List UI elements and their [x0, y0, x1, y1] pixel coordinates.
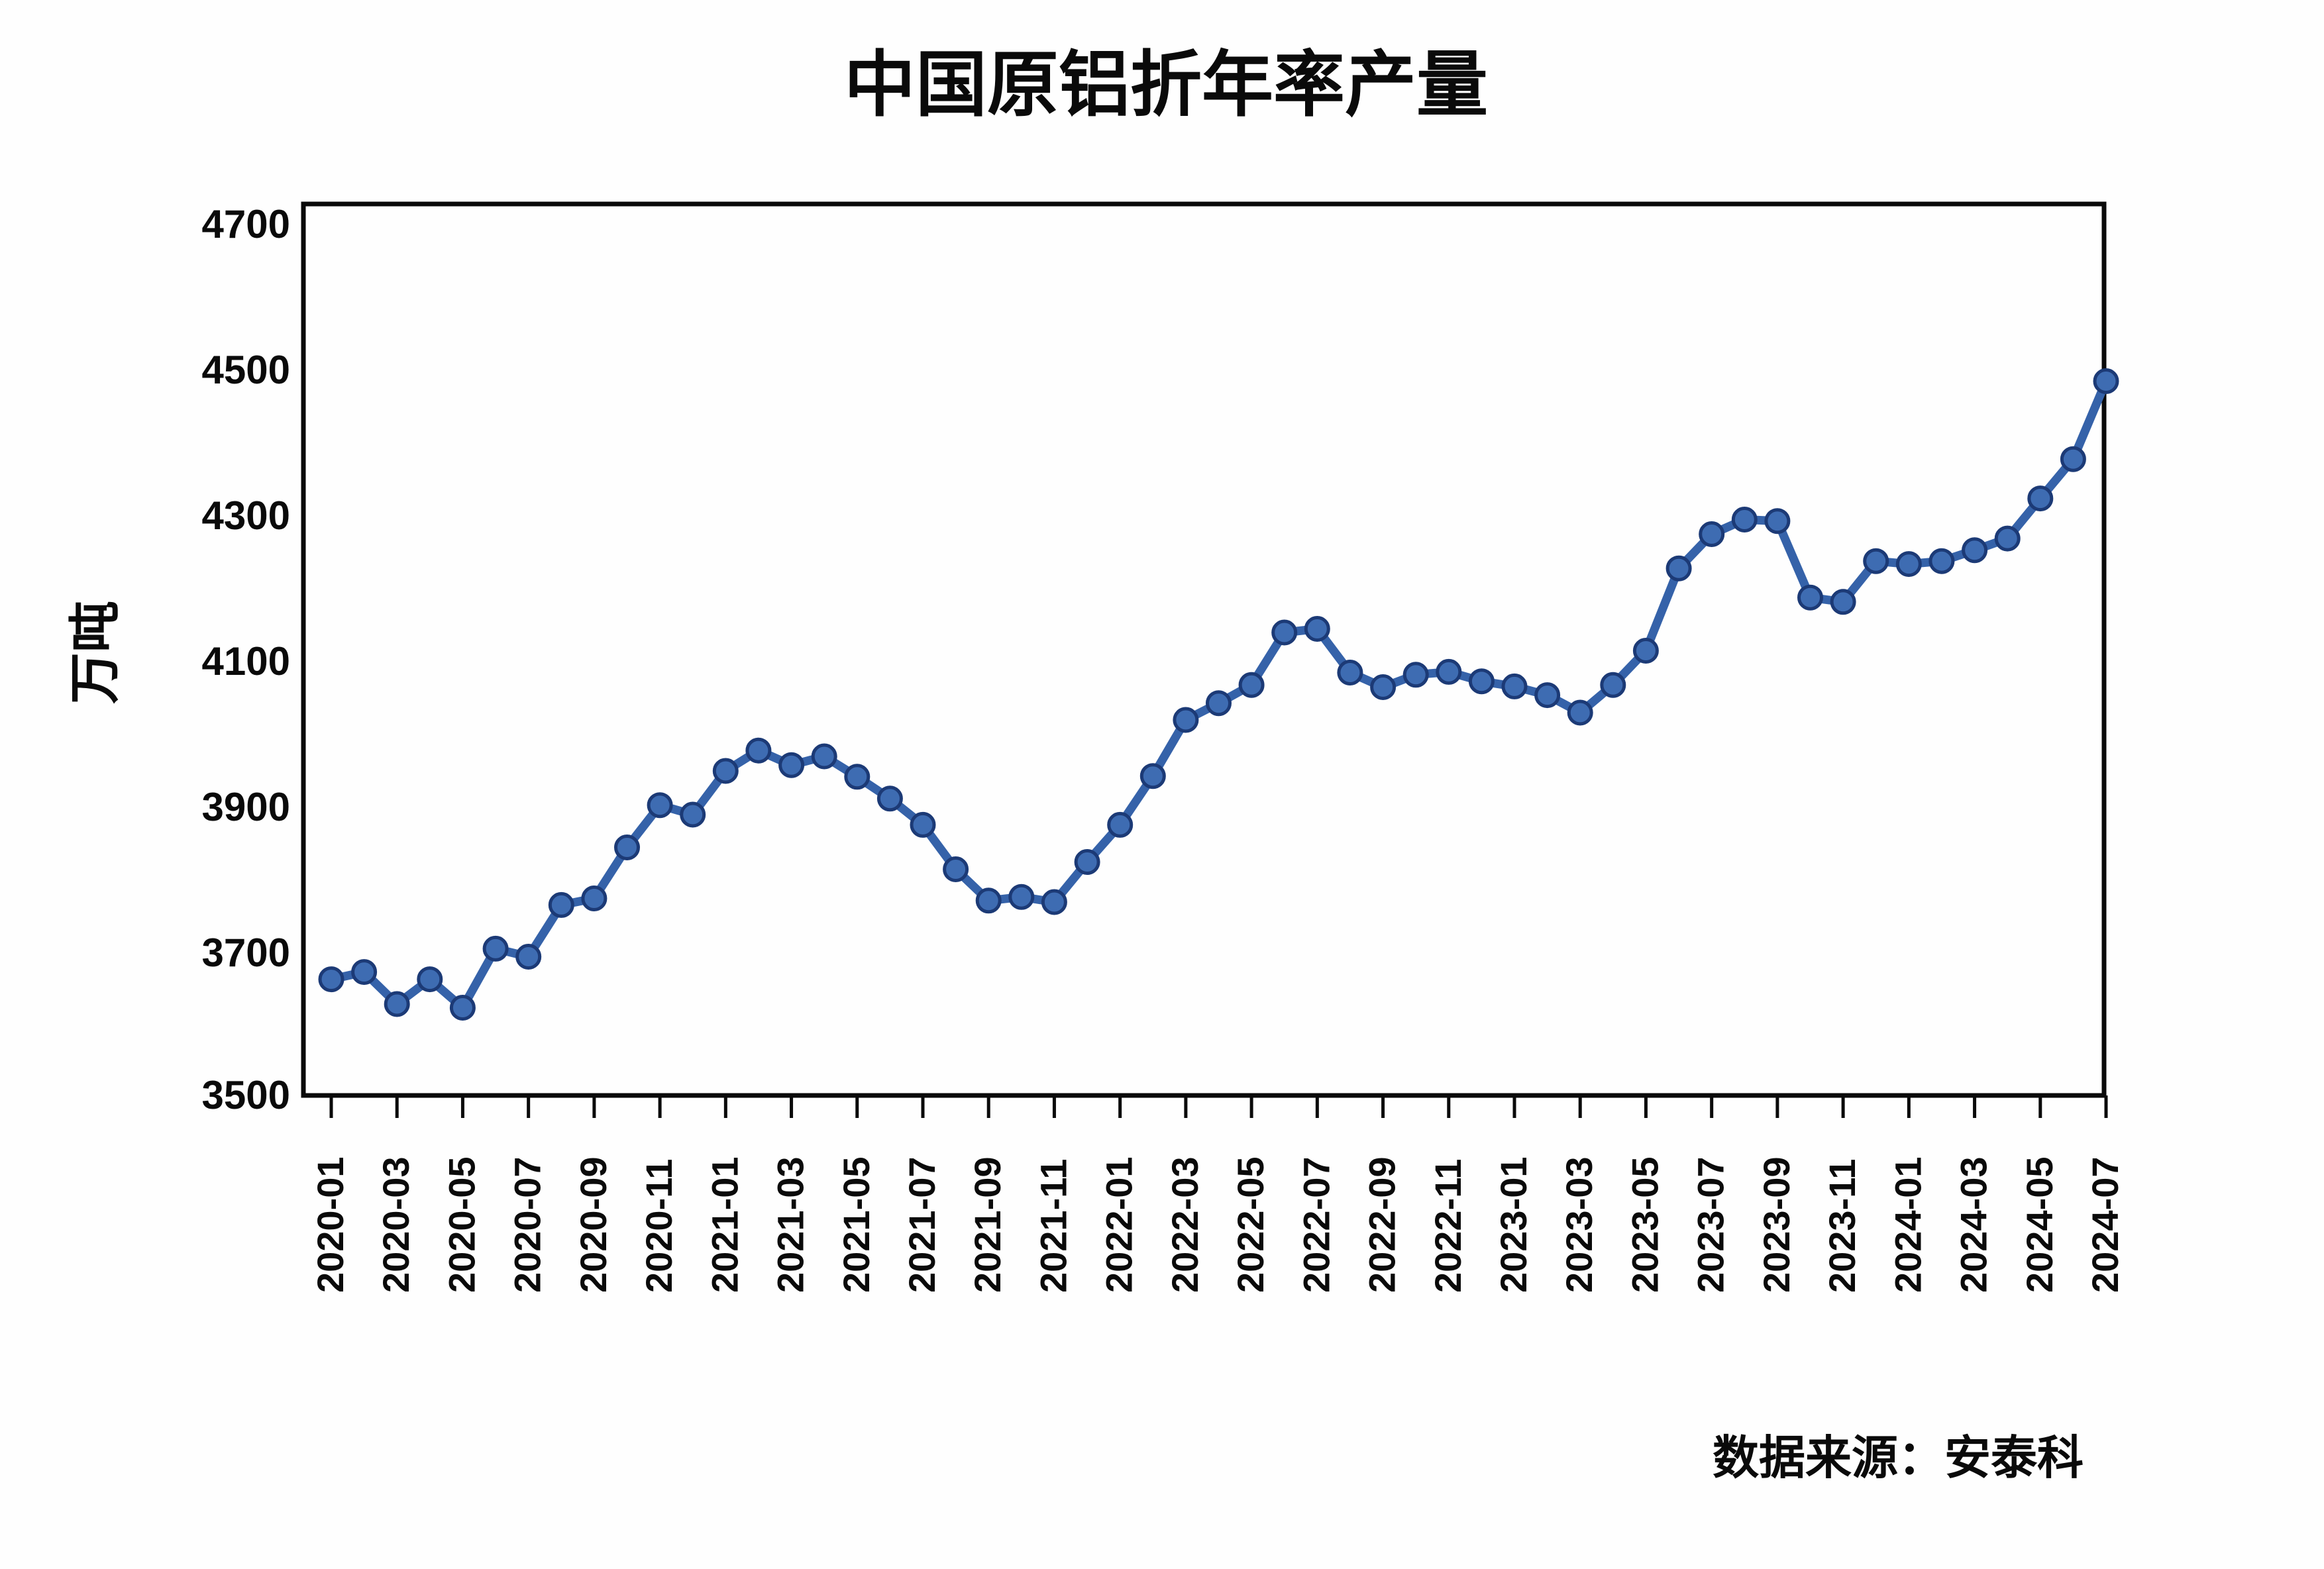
data-point [1895, 551, 1922, 578]
data-point [1994, 525, 2021, 552]
data-point [351, 959, 378, 986]
data-point [614, 835, 640, 860]
data-point [712, 758, 739, 784]
x-tick-label: 2021-09 [967, 1156, 1008, 1293]
data-point [1206, 690, 1232, 717]
data-point [384, 991, 410, 1017]
x-tick-label: 2022-05 [1230, 1156, 1271, 1293]
data-point [1830, 589, 1856, 615]
x-tick-label: 2021-01 [704, 1156, 745, 1293]
y-tick-label: 4500 [202, 348, 290, 392]
x-tick-label: 2022-07 [1295, 1156, 1337, 1293]
data-point [1402, 662, 1429, 688]
y-tick-label: 3500 [202, 1073, 290, 1117]
data-point [548, 891, 574, 918]
data-point [2060, 446, 2086, 472]
data-point [647, 792, 673, 819]
y-tick-label: 3700 [202, 931, 290, 975]
data-point [1665, 555, 1692, 582]
data-point [1567, 699, 1593, 726]
data-point [1304, 616, 1330, 642]
data-point [1797, 584, 1823, 611]
data-point [1008, 884, 1035, 910]
chart-title: 中国原铝折年率产量 [844, 44, 1488, 125]
data-point [680, 801, 706, 828]
x-tick-label: 2023-03 [1558, 1156, 1600, 1293]
data-point [1731, 507, 1758, 532]
x-tick-label: 2021-11 [1032, 1159, 1074, 1293]
data-point [2093, 368, 2119, 394]
data-point [1501, 673, 1528, 699]
data-point [745, 737, 772, 764]
x-tick-label: 2024-03 [1953, 1156, 1995, 1293]
data-point [1632, 638, 1659, 664]
y-tick-label: 4300 [202, 493, 290, 538]
data-point [1928, 548, 1955, 574]
x-tick-label: 2021-07 [901, 1156, 943, 1293]
x-tick-label: 2023-01 [1493, 1156, 1534, 1293]
data-point [1041, 889, 1067, 915]
x-tick-label: 2024-01 [1887, 1156, 1928, 1293]
x-tick-label: 2020-11 [638, 1159, 680, 1293]
data-point [1074, 849, 1100, 875]
y-tick-label: 4700 [202, 202, 290, 246]
data-point [844, 764, 871, 790]
x-tick-label: 2023-11 [1821, 1159, 1863, 1293]
x-tick-label: 2023-05 [1624, 1156, 1665, 1293]
data-point [417, 966, 443, 993]
data-point [811, 743, 837, 770]
x-tick-label: 2021-03 [770, 1156, 812, 1293]
data-point [943, 856, 969, 882]
x-tick-label: 2020-03 [375, 1156, 417, 1293]
data-point [1238, 672, 1265, 698]
data-point [1337, 660, 1363, 685]
data-point [1139, 763, 1166, 789]
x-axis-ticks: 2020-01 2020-03 2020-05 2020-07 2020-09 2020-… [309, 1095, 2126, 1293]
data-point [778, 752, 805, 778]
data-point [975, 887, 1002, 914]
data-point [1699, 521, 1725, 547]
x-tick-label: 2022-03 [1164, 1156, 1206, 1293]
x-tick-label: 2022-01 [1098, 1156, 1140, 1293]
data-point [1863, 548, 1889, 574]
x-tick-label: 2023-07 [1690, 1156, 1732, 1293]
data-point [1436, 658, 1462, 685]
data-point [1370, 674, 1397, 700]
data-point [515, 944, 542, 970]
data-point [1962, 537, 1988, 564]
y-axis-ticks: 3500 3700 3900 4100 4300 4500 4700 [202, 202, 290, 1117]
data-point [910, 811, 936, 838]
data-point [1468, 668, 1495, 695]
data-point [482, 935, 509, 962]
x-tick-label: 2024-05 [2019, 1156, 2060, 1293]
y-tick-label: 4100 [202, 639, 290, 683]
y-tick-label: 3900 [202, 785, 290, 829]
x-tick-label: 2020-05 [441, 1156, 482, 1293]
data-point [1107, 811, 1134, 838]
data-point [449, 995, 476, 1021]
data-point [1534, 682, 1561, 709]
x-tick-label: 2022-09 [1361, 1156, 1403, 1293]
data-series [318, 368, 2119, 1021]
x-tick-label: 2020-07 [507, 1156, 549, 1293]
source-note: 数据来源：安泰科 [1713, 1432, 2084, 1484]
data-point [581, 886, 607, 911]
x-tick-label: 2022-11 [1427, 1159, 1469, 1293]
data-point [876, 785, 903, 812]
x-tick-label: 2020-01 [309, 1156, 351, 1293]
data-point [1764, 508, 1791, 534]
x-tick-label: 2021-05 [835, 1156, 877, 1293]
data-point [318, 966, 344, 993]
x-tick-label: 2020-09 [572, 1156, 614, 1293]
data-point [2027, 485, 2054, 512]
x-tick-label: 2024-07 [2084, 1156, 2126, 1293]
data-point [1173, 707, 1199, 733]
plot-border [301, 201, 2107, 1098]
x-tick-label: 2023-09 [1756, 1156, 1797, 1293]
y-axis-title: 万吨 [66, 601, 124, 704]
data-point [1271, 619, 1298, 646]
data-point [1600, 672, 1626, 698]
